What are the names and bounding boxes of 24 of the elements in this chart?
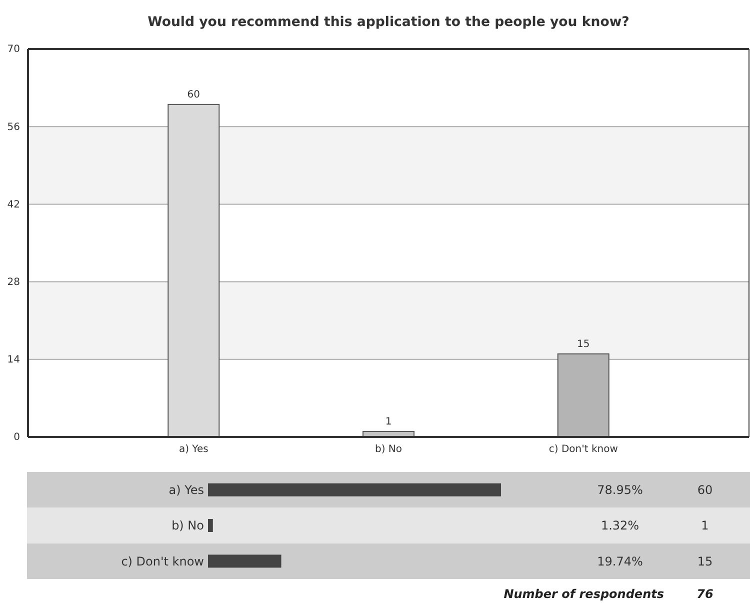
text: 60 [697,483,713,498]
y-tick-label: 0 [14,432,20,444]
text: 15 [697,554,713,568]
data-label: 15 [577,338,590,350]
text: Number of respondents [504,587,664,602]
y-tick-label: 42 [7,199,20,210]
text: 1 [701,518,709,533]
bar [168,104,220,438]
x-tick-label: c) Don't know [548,444,618,456]
y-tick-label: a) Yes [168,483,204,498]
chart-title: Would you recommend this application to the people you know? [148,15,630,30]
y-tick-label: 14 [7,354,20,366]
data-label: 19.74% [597,554,643,568]
y-tick-label: 28 [7,277,20,288]
x-tick-label: b) No [374,444,402,456]
data-label: 1.32% [600,518,640,533]
y-tick-label: 56 [7,122,20,133]
y-tick-label: b) No [172,518,204,533]
text: 76 [696,587,714,602]
data-label: 78.95% [597,483,643,498]
y-tick-label: 70 [7,44,20,56]
y-tick-label: c) Don't know [121,554,204,568]
data-label: 60 [187,89,200,100]
data-label: 1 [385,416,392,428]
